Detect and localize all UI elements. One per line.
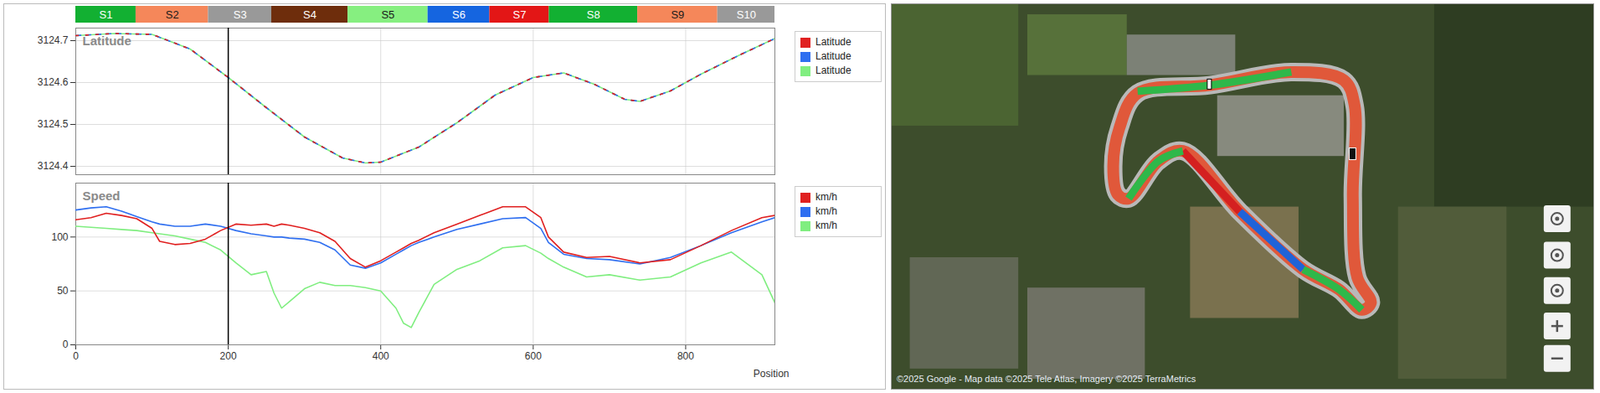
svg-text:S9: S9 [670, 8, 685, 21]
svg-text:S8: S8 [586, 8, 601, 21]
svg-text:200: 200 [220, 349, 237, 362]
svg-text:0: 0 [62, 338, 69, 350]
svg-text:S2: S2 [165, 8, 180, 21]
svg-text:600: 600 [524, 349, 542, 362]
svg-text:800: 800 [677, 349, 695, 362]
svg-text:S10: S10 [736, 8, 757, 21]
svg-text:50: 50 [56, 284, 69, 297]
svg-text:S6: S6 [452, 8, 466, 21]
svg-text:Latitude: Latitude [82, 33, 132, 48]
svg-text:S7: S7 [513, 8, 527, 21]
html-text:km/h: km/h [815, 205, 838, 217]
svg-text:S3: S3 [233, 8, 247, 21]
svg-text:Speed: Speed [82, 188, 121, 203]
svg-text:3124.7: 3124.7 [37, 34, 69, 47]
svg-text:S5: S5 [380, 8, 395, 21]
html-text:km/h: km/h [815, 190, 838, 203]
svg-text:S1: S1 [99, 8, 114, 21]
svg-text:©2025 Google - Map data ©2025: ©2025 Google - Map data ©2025 Tele Atlas… [896, 373, 1197, 384]
svg-text:400: 400 [372, 349, 390, 362]
html-text:Latitude: Latitude [815, 36, 852, 48]
svg-text:3124.5: 3124.5 [37, 118, 69, 130]
svg-text:Position: Position [753, 367, 790, 380]
html-text:Latitude: Latitude [815, 64, 852, 77]
svg-text:3124.4: 3124.4 [37, 159, 69, 172]
svg-text:0: 0 [72, 349, 79, 362]
svg-text:S4: S4 [303, 8, 317, 21]
svg-text:100: 100 [51, 231, 68, 243]
html-text:km/h: km/h [815, 219, 838, 232]
svg-text:3124.6: 3124.6 [37, 76, 69, 88]
html-text:Latitude: Latitude [815, 50, 852, 62]
